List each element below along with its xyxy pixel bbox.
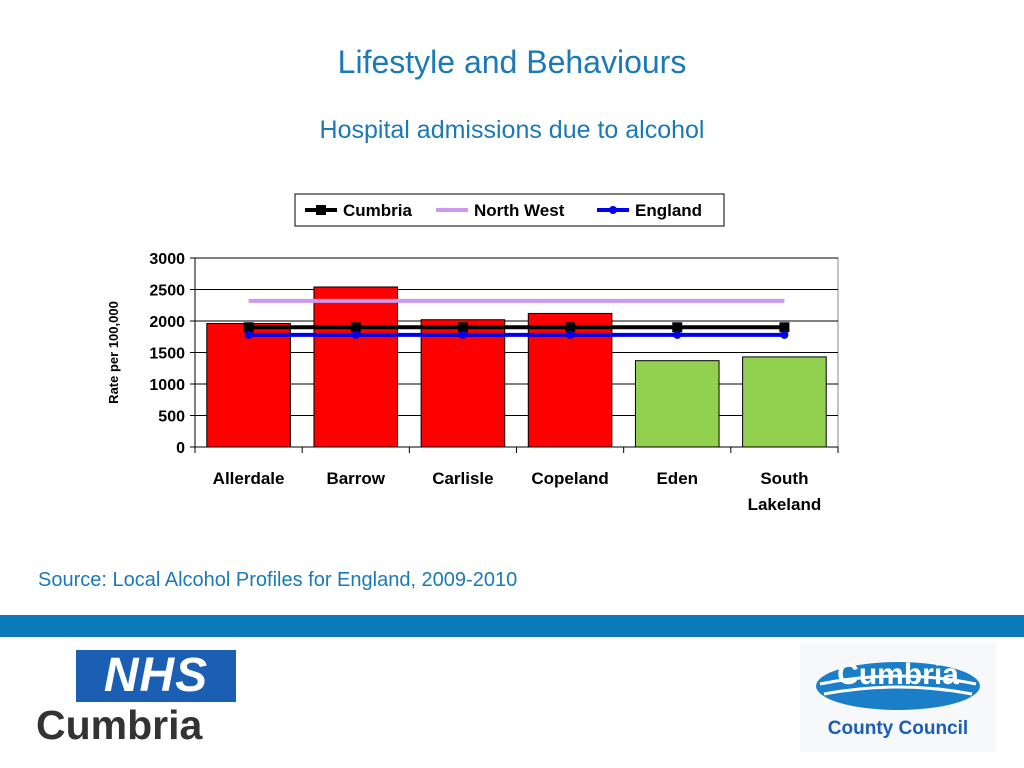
footer-band xyxy=(0,615,1024,637)
y-tick-label: 0 xyxy=(176,440,185,457)
point-cumbria xyxy=(672,322,683,333)
council-emblem-icon: Cumbria xyxy=(816,658,980,710)
council-logo-word: Cumbria xyxy=(837,658,959,691)
x-tick-label: Carlisle xyxy=(432,469,493,488)
slide-subtitle: Hospital admissions due to alcohol xyxy=(319,116,705,144)
nhs-logo-mark: NHS xyxy=(103,649,209,702)
nhs-logo-box xyxy=(76,650,236,702)
x-tick-label: Allerdale xyxy=(213,469,285,488)
y-tick-label: 1000 xyxy=(149,377,185,394)
point-england xyxy=(458,330,467,339)
y-tick-label: 1500 xyxy=(149,346,185,363)
point-cumbria xyxy=(350,322,361,333)
bar-eden xyxy=(634,360,720,448)
council-logo-subtitle: County Council xyxy=(827,718,969,739)
legend-label-england: England xyxy=(635,201,702,220)
point-england xyxy=(566,330,575,339)
legend-marker-cumbria xyxy=(316,205,326,215)
point-england xyxy=(244,330,253,339)
x-tick-label: Lakeland xyxy=(748,495,822,514)
y-tick-label: 2500 xyxy=(149,283,185,300)
point-england xyxy=(673,330,682,339)
x-tick-label: Eden xyxy=(656,469,698,488)
y-tick-label: 2000 xyxy=(149,314,185,331)
source-note: Source: Local Alcohol Profiles for Engla… xyxy=(38,569,518,591)
nhs-logo-name: Cumbria xyxy=(36,702,203,748)
bar-carlisle xyxy=(420,319,506,448)
legend-label-north-west: North West xyxy=(474,201,565,220)
x-tick-label: Copeland xyxy=(531,469,608,488)
point-england xyxy=(780,330,789,339)
point-cumbria xyxy=(457,322,468,333)
cumbria-county-council-logo: Cumbria County Council xyxy=(800,642,996,752)
legend-label-cumbria: Cumbria xyxy=(343,201,413,220)
point-cumbria xyxy=(565,322,576,333)
legend-marker-england xyxy=(609,206,617,214)
y-axis-label: Rate per 100,000 xyxy=(106,301,121,404)
x-tick-label: South xyxy=(760,469,808,488)
legend-box xyxy=(294,193,725,227)
x-tick-label: Barrow xyxy=(326,469,385,488)
point-cumbria xyxy=(243,322,254,333)
alcohol-admissions-chart: 0 500 1000 1500 2000 2500 3000 Allerdale Barrow C… xyxy=(106,193,839,514)
nhs-cumbria-logo: NHS Cumbria xyxy=(36,650,236,748)
point-england xyxy=(351,330,360,339)
slide-title: Lifestyle and Behaviours xyxy=(337,44,687,80)
bar-south-lakeland xyxy=(742,356,827,448)
bar-barrow xyxy=(313,286,399,448)
y-tick-label: 3000 xyxy=(149,251,185,268)
point-cumbria xyxy=(779,322,790,333)
bar-allerdale xyxy=(206,323,291,448)
y-tick-label: 500 xyxy=(158,409,185,426)
